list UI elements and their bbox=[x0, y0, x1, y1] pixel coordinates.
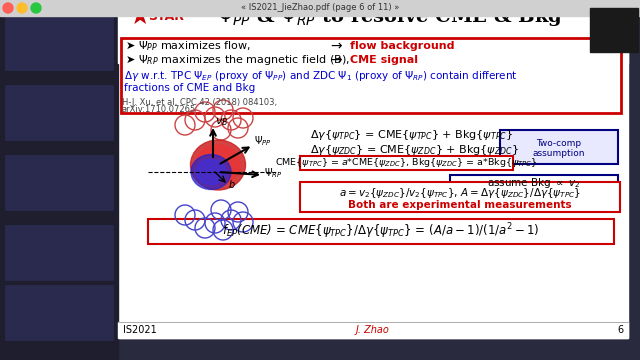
Text: ➤: ➤ bbox=[126, 41, 136, 51]
Ellipse shape bbox=[191, 140, 246, 190]
Text: J. Zhao: J. Zhao bbox=[356, 325, 390, 335]
Text: $f_{EP}$(CME) = CME$\{\psi_{TPC}\}/\Delta\gamma\{\psi_{TPC}\}$ = $(A/a-1)/(1/a^2: $f_{EP}$(CME) = CME$\{\psi_{TPC}\}/\Delt… bbox=[222, 222, 540, 241]
Text: $\Psi_{RP}$ maximizes the magnetic field (B),: $\Psi_{RP}$ maximizes the magnetic field… bbox=[138, 53, 350, 67]
Circle shape bbox=[3, 3, 13, 13]
Text: $\Psi_{PP}$ maximizes flow,: $\Psi_{PP}$ maximizes flow, bbox=[138, 39, 251, 53]
Text: arXiv:1710.07265: arXiv:1710.07265 bbox=[122, 105, 196, 114]
Bar bbox=[0, 0, 640, 16]
Text: →: → bbox=[330, 53, 342, 67]
Bar bbox=[118, 10, 628, 63]
Text: $\Delta\gamma\{\psi_{TPC}\}$ = CME$\{\psi_{TPC}\}$ + Bkg$\{\psi_{TPC}\}$: $\Delta\gamma\{\psi_{TPC}\}$ = CME$\{\ps… bbox=[310, 128, 513, 142]
Text: 6: 6 bbox=[617, 325, 623, 335]
Text: $a = v_2\{\psi_{ZDC}\}/v_2\{\psi_{TPC}\}$, $A = \Delta\gamma\{\psi_{ZDC}\}/\Delt: $a = v_2\{\psi_{ZDC}\}/v_2\{\psi_{TPC}\}… bbox=[339, 186, 581, 200]
Text: « IS2021_JieZhao.pdf (page 6 of 11) »: « IS2021_JieZhao.pdf (page 6 of 11) » bbox=[241, 4, 399, 13]
Bar bbox=[450, 175, 618, 192]
Text: Both are experimental measurements: Both are experimental measurements bbox=[348, 200, 572, 210]
Text: flow background: flow background bbox=[350, 41, 454, 51]
Text: $\Delta\gamma$ w.r.t. TPC $\Psi_{EP}$ (proxy of $\Psi_{PP}$) and ZDC $\Psi_1$ (p: $\Delta\gamma$ w.r.t. TPC $\Psi_{EP}$ (p… bbox=[124, 69, 518, 83]
Text: IS2021: IS2021 bbox=[123, 325, 157, 335]
Text: $\Psi_{RP}$: $\Psi_{RP}$ bbox=[264, 166, 283, 180]
Ellipse shape bbox=[195, 145, 241, 185]
Ellipse shape bbox=[191, 154, 231, 189]
Text: ★: ★ bbox=[129, 5, 151, 29]
Bar bbox=[300, 182, 620, 212]
Circle shape bbox=[31, 3, 41, 13]
Bar bbox=[5, 155, 113, 210]
Bar bbox=[500, 130, 618, 164]
Text: →: → bbox=[330, 39, 342, 53]
Bar bbox=[5, 15, 113, 70]
Text: $\Psi_{PP}$: $\Psi_{PP}$ bbox=[254, 134, 272, 148]
Text: $\Psi_{PP}$ & $\Psi_{RP}$ to resolve CME & Bkg: $\Psi_{PP}$ & $\Psi_{RP}$ to resolve CME… bbox=[217, 6, 563, 28]
Bar bbox=[118, 322, 628, 338]
Text: b: b bbox=[229, 180, 236, 190]
Bar bbox=[118, 10, 628, 338]
Bar bbox=[5, 225, 113, 280]
Text: $\Delta\gamma\{\psi_{ZDC}\}$ = CME$\{\psi_{ZDC}\}$ + Bkg$\{\psi_{ZDC}\}$: $\Delta\gamma\{\psi_{ZDC}\}$ = CME$\{\ps… bbox=[310, 143, 519, 157]
Bar bbox=[148, 219, 614, 244]
Bar bbox=[590, 8, 638, 52]
Text: assumption: assumption bbox=[532, 148, 585, 158]
Text: assume Bkg $\propto$ $v_2$: assume Bkg $\propto$ $v_2$ bbox=[488, 176, 580, 190]
Text: Two-comp: Two-comp bbox=[536, 139, 582, 148]
Text: fractions of CME and Bkg: fractions of CME and Bkg bbox=[124, 83, 255, 93]
Text: ➤: ➤ bbox=[126, 55, 136, 65]
Bar bbox=[0, 0, 118, 360]
Circle shape bbox=[17, 3, 27, 13]
Text: CME$\{\psi_{TPC}\}$ = $\dot{a}$*CME$\{\psi_{ZDC}\}$, Bkg$\{\psi_{ZDC}\}$ = a*Bkg: CME$\{\psi_{TPC}\}$ = $\dot{a}$*CME$\{\p… bbox=[275, 156, 537, 170]
Text: $v_B$: $v_B$ bbox=[215, 116, 228, 128]
Text: H-J. Xu, et al, CPC 42 (2018) 084103,: H-J. Xu, et al, CPC 42 (2018) 084103, bbox=[122, 98, 277, 107]
Ellipse shape bbox=[196, 159, 226, 184]
Bar bbox=[5, 285, 113, 340]
Bar bbox=[300, 156, 513, 170]
Text: CME signal: CME signal bbox=[350, 55, 418, 65]
Bar bbox=[121, 38, 621, 113]
Bar bbox=[5, 85, 113, 140]
Text: STAR: STAR bbox=[148, 10, 184, 23]
